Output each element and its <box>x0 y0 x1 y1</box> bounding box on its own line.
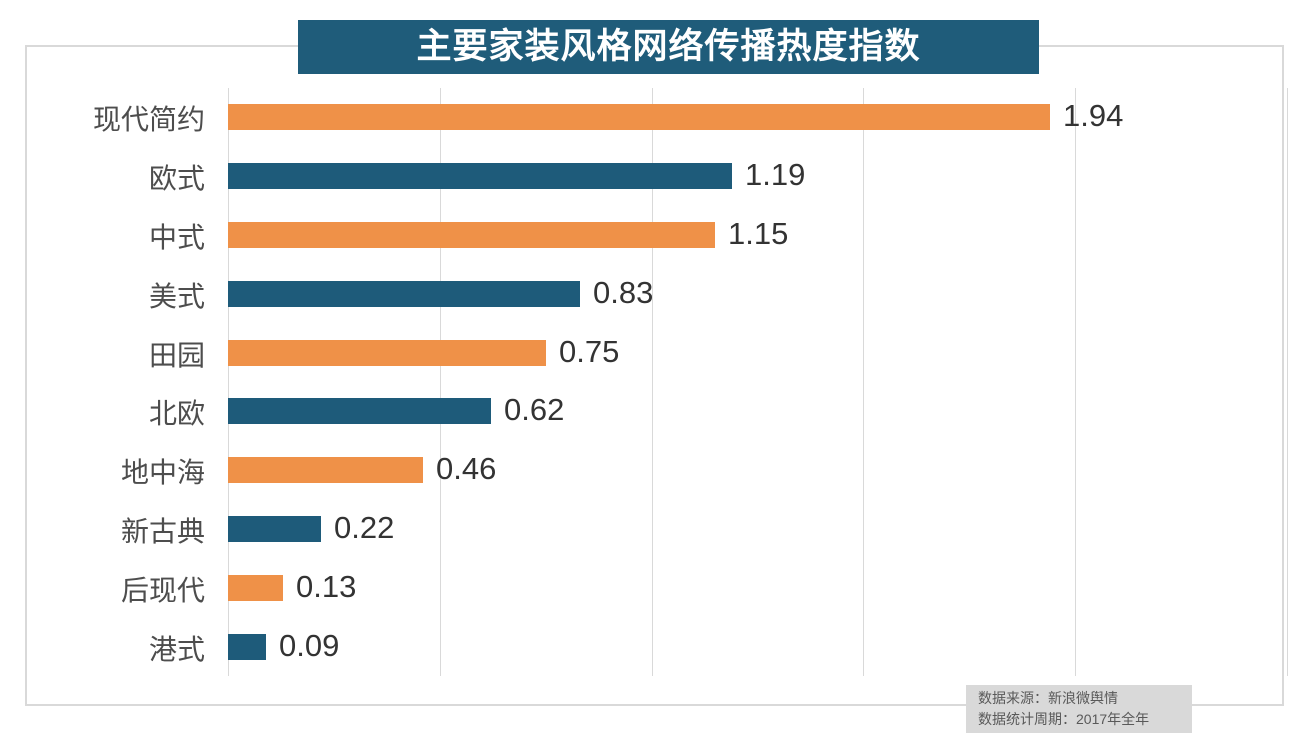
gridline-x-0 <box>228 88 229 676</box>
category-label: 田园 <box>148 339 205 371</box>
category-label: 美式 <box>148 280 205 312</box>
category-label: 港式 <box>148 633 205 665</box>
bar-row: 中式 1.15 <box>0 206 1308 265</box>
bar <box>228 339 546 366</box>
value-label: 0.62 <box>504 392 565 428</box>
value-label: 1.94 <box>1063 98 1124 134</box>
category-label: 地中海 <box>120 457 205 489</box>
bar-row: 后现代 0.13 <box>0 558 1308 617</box>
gridline-x-1.5 <box>863 88 864 676</box>
data-source-line: 数据来源：新浪微舆情 <box>978 690 1118 706</box>
gridline-x-2.5 <box>1287 88 1288 676</box>
category-label: 新古典 <box>120 515 205 547</box>
bar <box>228 457 423 484</box>
bar-row: 美式 0.83 <box>0 264 1308 323</box>
bar <box>228 633 266 660</box>
bar-row: 港式 0.09 <box>0 617 1308 676</box>
bar-row: 新古典 0.22 <box>0 500 1308 559</box>
gridline-x-1 <box>652 88 653 676</box>
category-label: 现代简约 <box>92 104 205 136</box>
value-label: 0.46 <box>436 451 497 487</box>
value-label: 0.75 <box>559 333 620 369</box>
bar <box>228 280 580 307</box>
bar <box>228 163 732 190</box>
gridline-x-2 <box>1075 88 1076 676</box>
bar-row: 北欧 0.62 <box>0 382 1308 441</box>
category-label: 后现代 <box>120 574 205 606</box>
value-label: 0.13 <box>296 568 357 604</box>
category-label: 中式 <box>148 221 205 253</box>
bar-row: 欧式 1.19 <box>0 147 1308 206</box>
bar <box>228 574 283 601</box>
category-label: 北欧 <box>148 398 205 430</box>
bar <box>228 398 491 425</box>
gridline-x-0.5 <box>440 88 441 676</box>
category-label: 欧式 <box>148 163 205 195</box>
data-period-line: 数据统计周期：2017年全年 <box>978 711 1150 727</box>
bar <box>228 104 1050 131</box>
value-label: 0.09 <box>279 627 340 663</box>
value-label: 1.19 <box>745 157 806 193</box>
value-label: 1.15 <box>728 215 789 251</box>
value-label: 0.22 <box>334 509 395 545</box>
bar-row: 地中海 0.46 <box>0 441 1308 500</box>
bar-row: 现代简约 1.94 <box>0 88 1308 147</box>
bar <box>228 221 715 248</box>
bar-row: 田园 0.75 <box>0 323 1308 382</box>
data-source-note: 数据来源：新浪微舆情 数据统计周期：2017年全年 <box>966 685 1192 733</box>
bar <box>228 515 321 542</box>
value-label: 0.83 <box>593 274 654 310</box>
chart-title: 主要家装风格网络传播热度指数 <box>298 20 1039 74</box>
